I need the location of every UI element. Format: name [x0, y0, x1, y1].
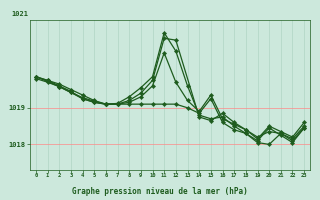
Text: 1021: 1021 — [12, 11, 29, 17]
Text: Graphe pression niveau de la mer (hPa): Graphe pression niveau de la mer (hPa) — [72, 187, 248, 196]
